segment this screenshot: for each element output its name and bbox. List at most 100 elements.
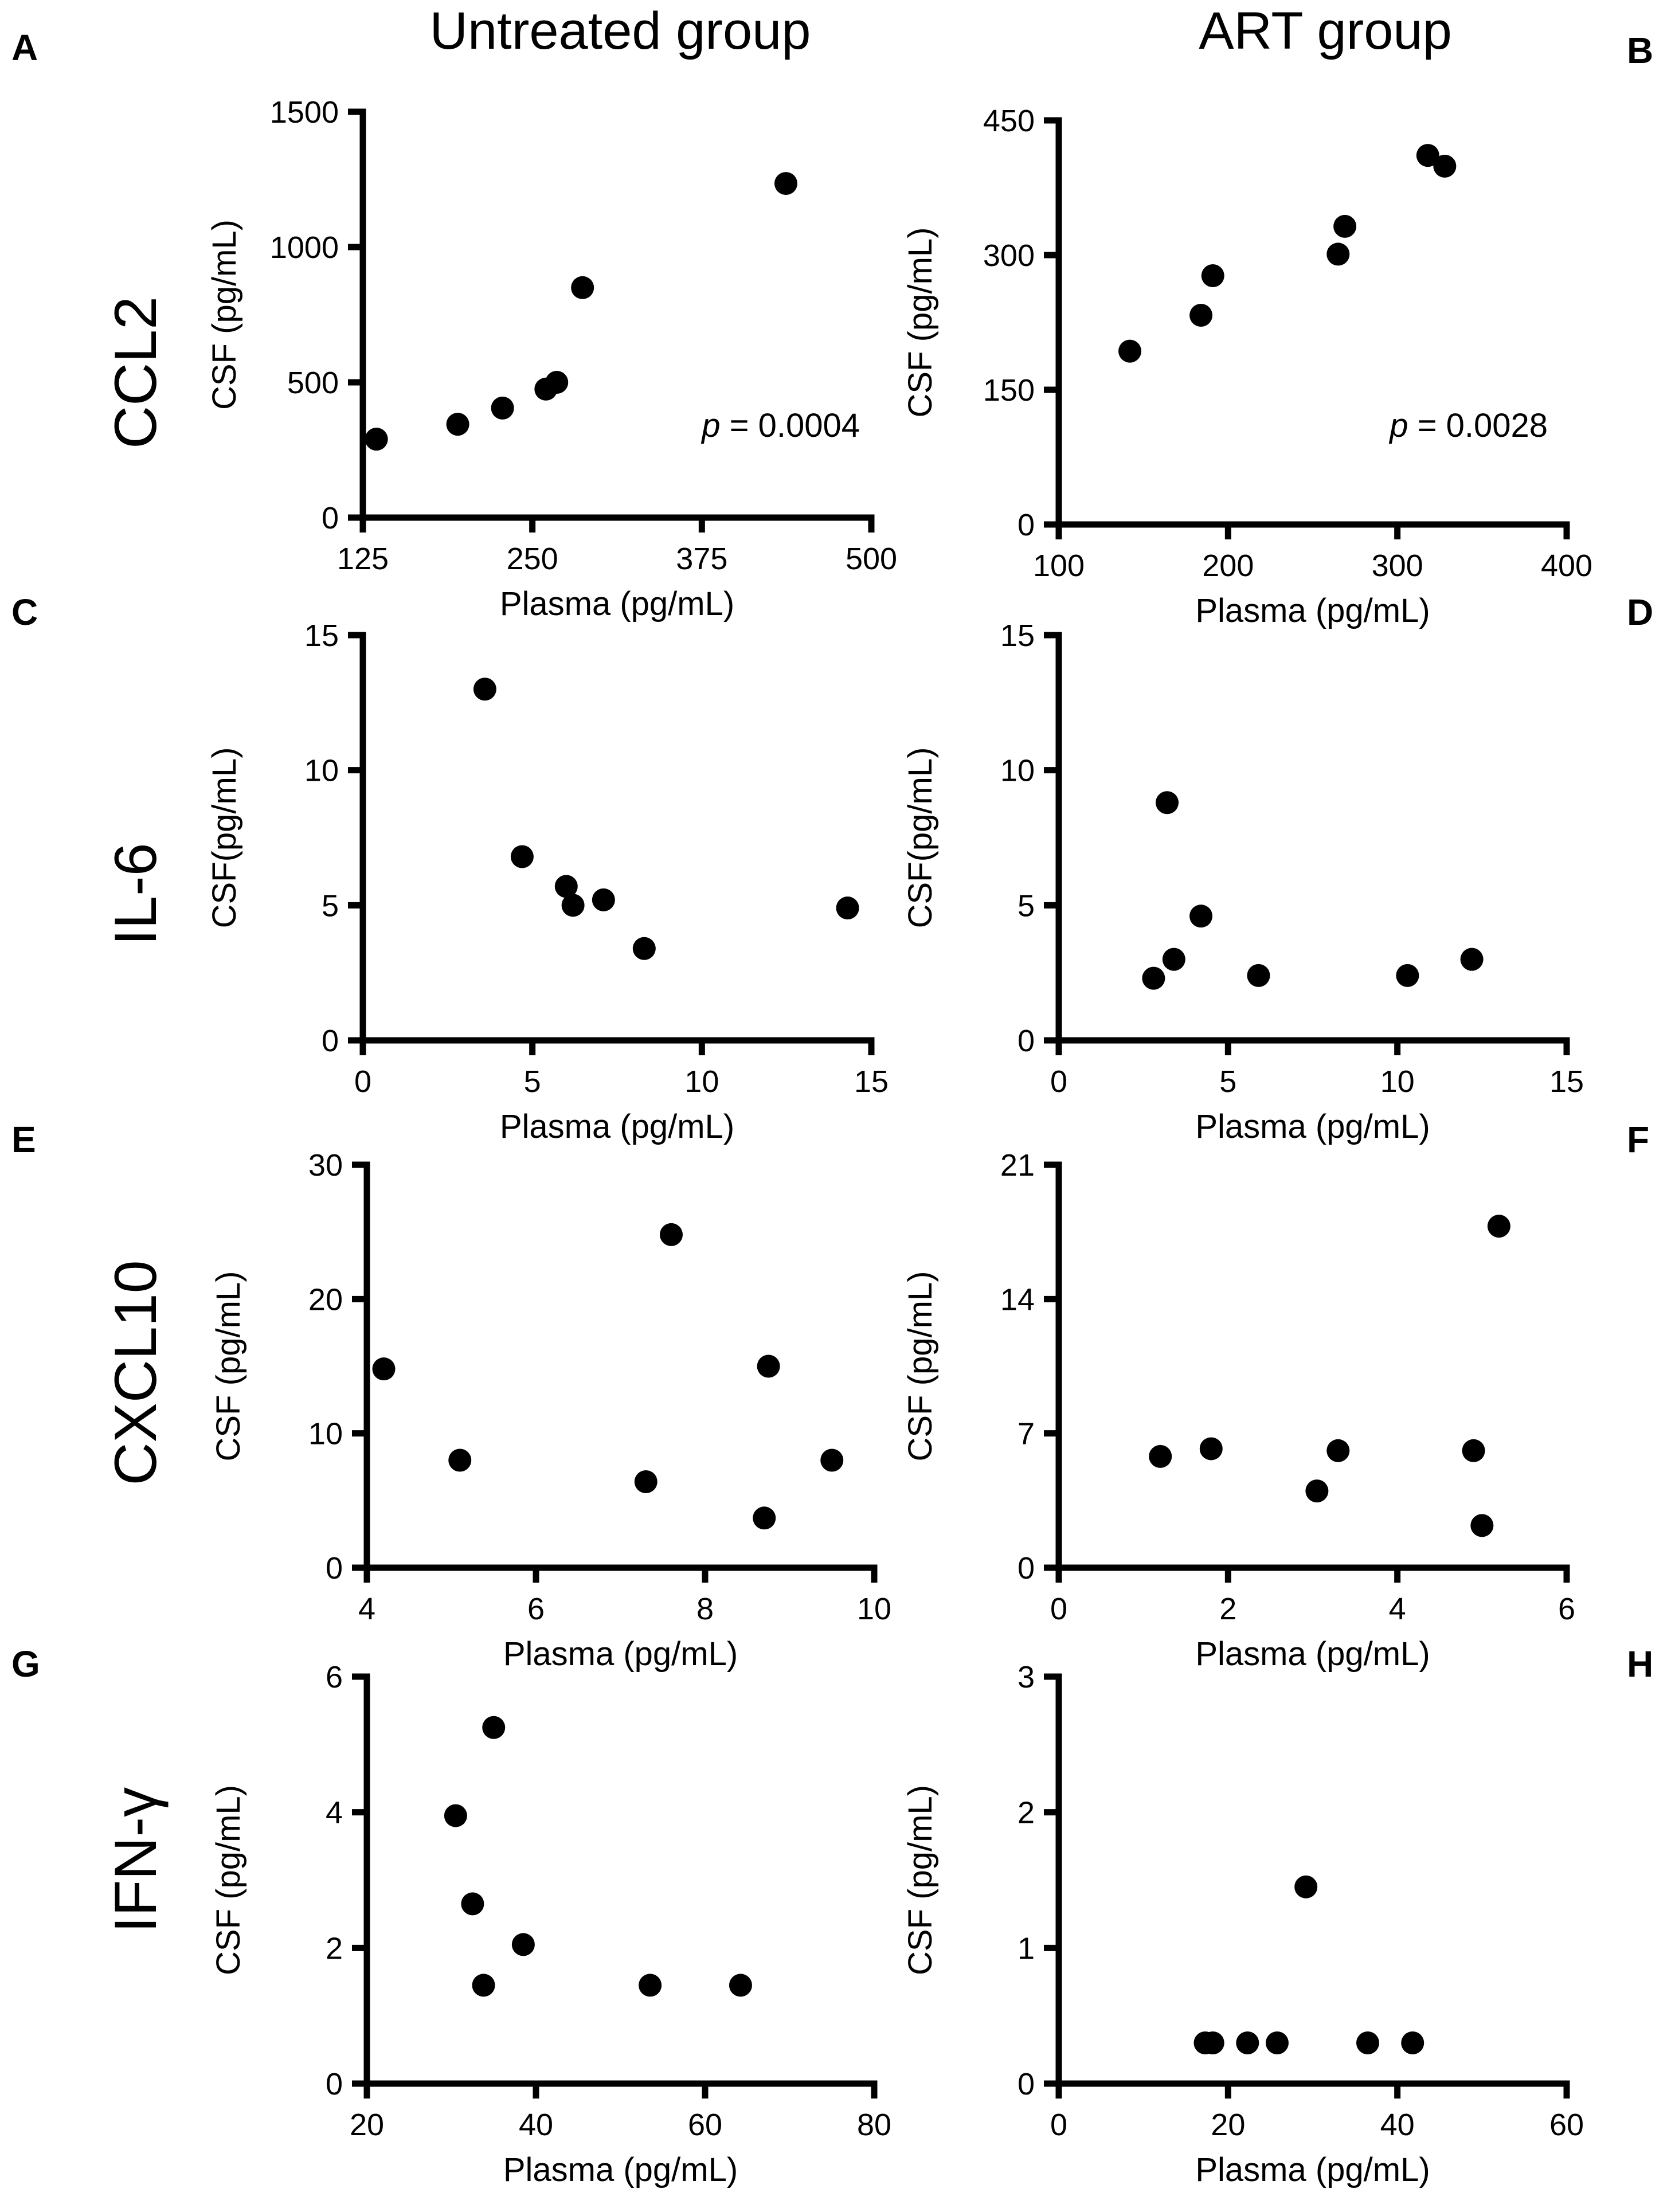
x-tick-label-e-0: 4 — [358, 1592, 375, 1626]
data-point-a-4 — [545, 371, 569, 394]
panel-letter-f: F — [1627, 1119, 1649, 1160]
y-tick-label-h-3: 3 — [1017, 1660, 1035, 1694]
data-point-d-1 — [1156, 791, 1179, 815]
y-tick-label-f-2: 14 — [1000, 1282, 1035, 1317]
y-axis-title-e: CSF (pg/mL) — [210, 1271, 247, 1462]
data-point-g-0 — [444, 1804, 467, 1827]
data-point-c-4 — [592, 888, 615, 911]
y-axis-title-c: CSF(pg/mL) — [206, 747, 243, 929]
x-tick-label-c-3: 15 — [854, 1064, 889, 1099]
data-point-d-4 — [1247, 964, 1270, 987]
x-tick-label-e-3: 10 — [857, 1592, 891, 1626]
data-point-c-5 — [632, 937, 656, 960]
x-tick-label-c-0: 0 — [354, 1064, 371, 1099]
panel-f: F 0 2 4 6 0 7 14 21 Plasma (pg/mL) CSF (pg/mL) — [902, 1119, 1649, 1673]
y-tick-label-e-0: 0 — [326, 1551, 343, 1585]
row-label-il6: IL-6 — [103, 843, 169, 945]
panel-letter-h: H — [1627, 1643, 1653, 1685]
y-tick-label-d-1: 5 — [1017, 888, 1035, 923]
x-axis-title-c: Plasma (pg/mL) — [500, 1108, 734, 1145]
x-axis-title-h: Plasma (pg/mL) — [1195, 2151, 1430, 2188]
data-point-d-3 — [1189, 905, 1213, 928]
data-point-a-0 — [365, 428, 388, 451]
y-axis-title-b: CSF (pg/mL) — [902, 228, 939, 418]
y-tick-label-h-0: 0 — [1017, 2067, 1035, 2101]
y-tick-label-a-1: 500 — [287, 366, 339, 400]
row-label-ccl2: CCL2 — [103, 296, 169, 449]
x-tick-label-g-0: 20 — [350, 2108, 384, 2142]
y-tick-label-b-1: 150 — [983, 373, 1035, 408]
y-tick-label-d-0: 0 — [1017, 1024, 1035, 1058]
data-point-a-1 — [446, 413, 469, 436]
y-tick-label-b-3: 450 — [983, 104, 1035, 138]
y-tick-label-h-2: 2 — [1017, 1796, 1035, 1830]
x-tick-label-e-2: 8 — [696, 1592, 714, 1626]
x-tick-label-b-2: 300 — [1372, 549, 1423, 583]
x-tick-label-d-2: 10 — [1380, 1064, 1415, 1099]
y-axis-title-f: CSF (pg/mL) — [902, 1271, 939, 1462]
data-point-a-2 — [491, 396, 514, 420]
data-point-d-2 — [1162, 948, 1185, 971]
x-tick-label-b-3: 400 — [1541, 549, 1592, 583]
data-point-e-1 — [448, 1448, 472, 1472]
y-tick-label-e-2: 20 — [308, 1282, 343, 1317]
panel-a: A 125 250 375 500 0 500 1000 1500 Plasma (pg/mL) C… — [11, 27, 897, 623]
x-tick-label-a-0: 125 — [337, 542, 389, 576]
y-tick-label-g-3: 6 — [326, 1660, 343, 1694]
panel-letter-e: E — [11, 1119, 36, 1160]
data-point-f-5 — [1470, 1514, 1494, 1537]
data-point-g-1 — [461, 1892, 484, 1916]
x-tick-label-f-2: 4 — [1389, 1592, 1406, 1626]
data-point-f-2 — [1305, 1479, 1329, 1503]
x-axis-title-a: Plasma (pg/mL) — [500, 585, 734, 623]
y-tick-label-d-2: 10 — [1000, 754, 1035, 788]
data-point-g-4 — [511, 1933, 535, 1956]
data-point-h-4 — [1294, 1875, 1318, 1898]
y-tick-label-c-3: 15 — [304, 618, 339, 653]
panel-c: C 0 5 10 15 0 5 10 15 Plasma (pg/mL) CSF(pg/mL) — [11, 592, 889, 1145]
x-tick-label-a-3: 500 — [846, 542, 897, 576]
y-tick-label-c-0: 0 — [322, 1024, 339, 1058]
panel-e: E 4 6 8 10 0 10 20 30 Plasma (pg/mL) CSF (pg/mL) — [11, 1119, 891, 1673]
data-point-g-5 — [639, 1974, 662, 1997]
x-tick-label-g-3: 80 — [857, 2108, 891, 2142]
x-tick-label-h-0: 0 — [1050, 2108, 1067, 2142]
x-tick-label-d-1: 5 — [1219, 1064, 1236, 1099]
data-point-b-0 — [1118, 339, 1142, 363]
data-point-e-3 — [660, 1223, 683, 1246]
data-point-d-6 — [1460, 948, 1484, 971]
x-tick-label-h-3: 60 — [1549, 2108, 1584, 2142]
data-point-h-2 — [1236, 2031, 1259, 2054]
data-point-h-6 — [1401, 2031, 1424, 2054]
y-tick-label-a-2: 1000 — [270, 230, 339, 265]
y-tick-label-a-3: 1500 — [270, 95, 339, 130]
y-tick-label-b-2: 300 — [983, 238, 1035, 273]
data-point-a-6 — [774, 172, 797, 195]
x-tick-label-f-3: 6 — [1558, 1592, 1575, 1626]
data-point-a-5 — [571, 276, 594, 299]
x-tick-label-h-1: 20 — [1211, 2108, 1245, 2142]
x-axis-title-b: Plasma (pg/mL) — [1195, 592, 1430, 629]
y-tick-label-g-1: 2 — [326, 1931, 343, 1966]
y-tick-label-f-0: 0 — [1017, 1551, 1035, 1585]
data-point-f-3 — [1326, 1439, 1350, 1462]
data-point-e-2 — [634, 1470, 658, 1494]
x-tick-label-g-1: 40 — [519, 2108, 553, 2142]
data-point-b-3 — [1326, 242, 1350, 266]
p-value-a: p = 0.0004 — [700, 407, 860, 444]
panel-letter-c: C — [11, 592, 38, 633]
y-tick-label-e-3: 30 — [308, 1148, 343, 1183]
data-point-b-6 — [1433, 154, 1457, 178]
data-point-c-3 — [561, 894, 585, 917]
y-axis-title-g: CSF (pg/mL) — [210, 1785, 247, 1975]
x-tick-label-d-0: 0 — [1050, 1064, 1067, 1099]
data-point-b-1 — [1189, 303, 1213, 327]
data-point-d-5 — [1396, 964, 1419, 987]
y-axis-title-h: CSF (pg/mL) — [902, 1785, 939, 1975]
y-tick-label-g-2: 4 — [326, 1796, 343, 1830]
x-tick-label-b-1: 200 — [1202, 549, 1254, 583]
x-axis-title-f: Plasma (pg/mL) — [1195, 1635, 1430, 1673]
data-point-h-3 — [1265, 2031, 1289, 2054]
